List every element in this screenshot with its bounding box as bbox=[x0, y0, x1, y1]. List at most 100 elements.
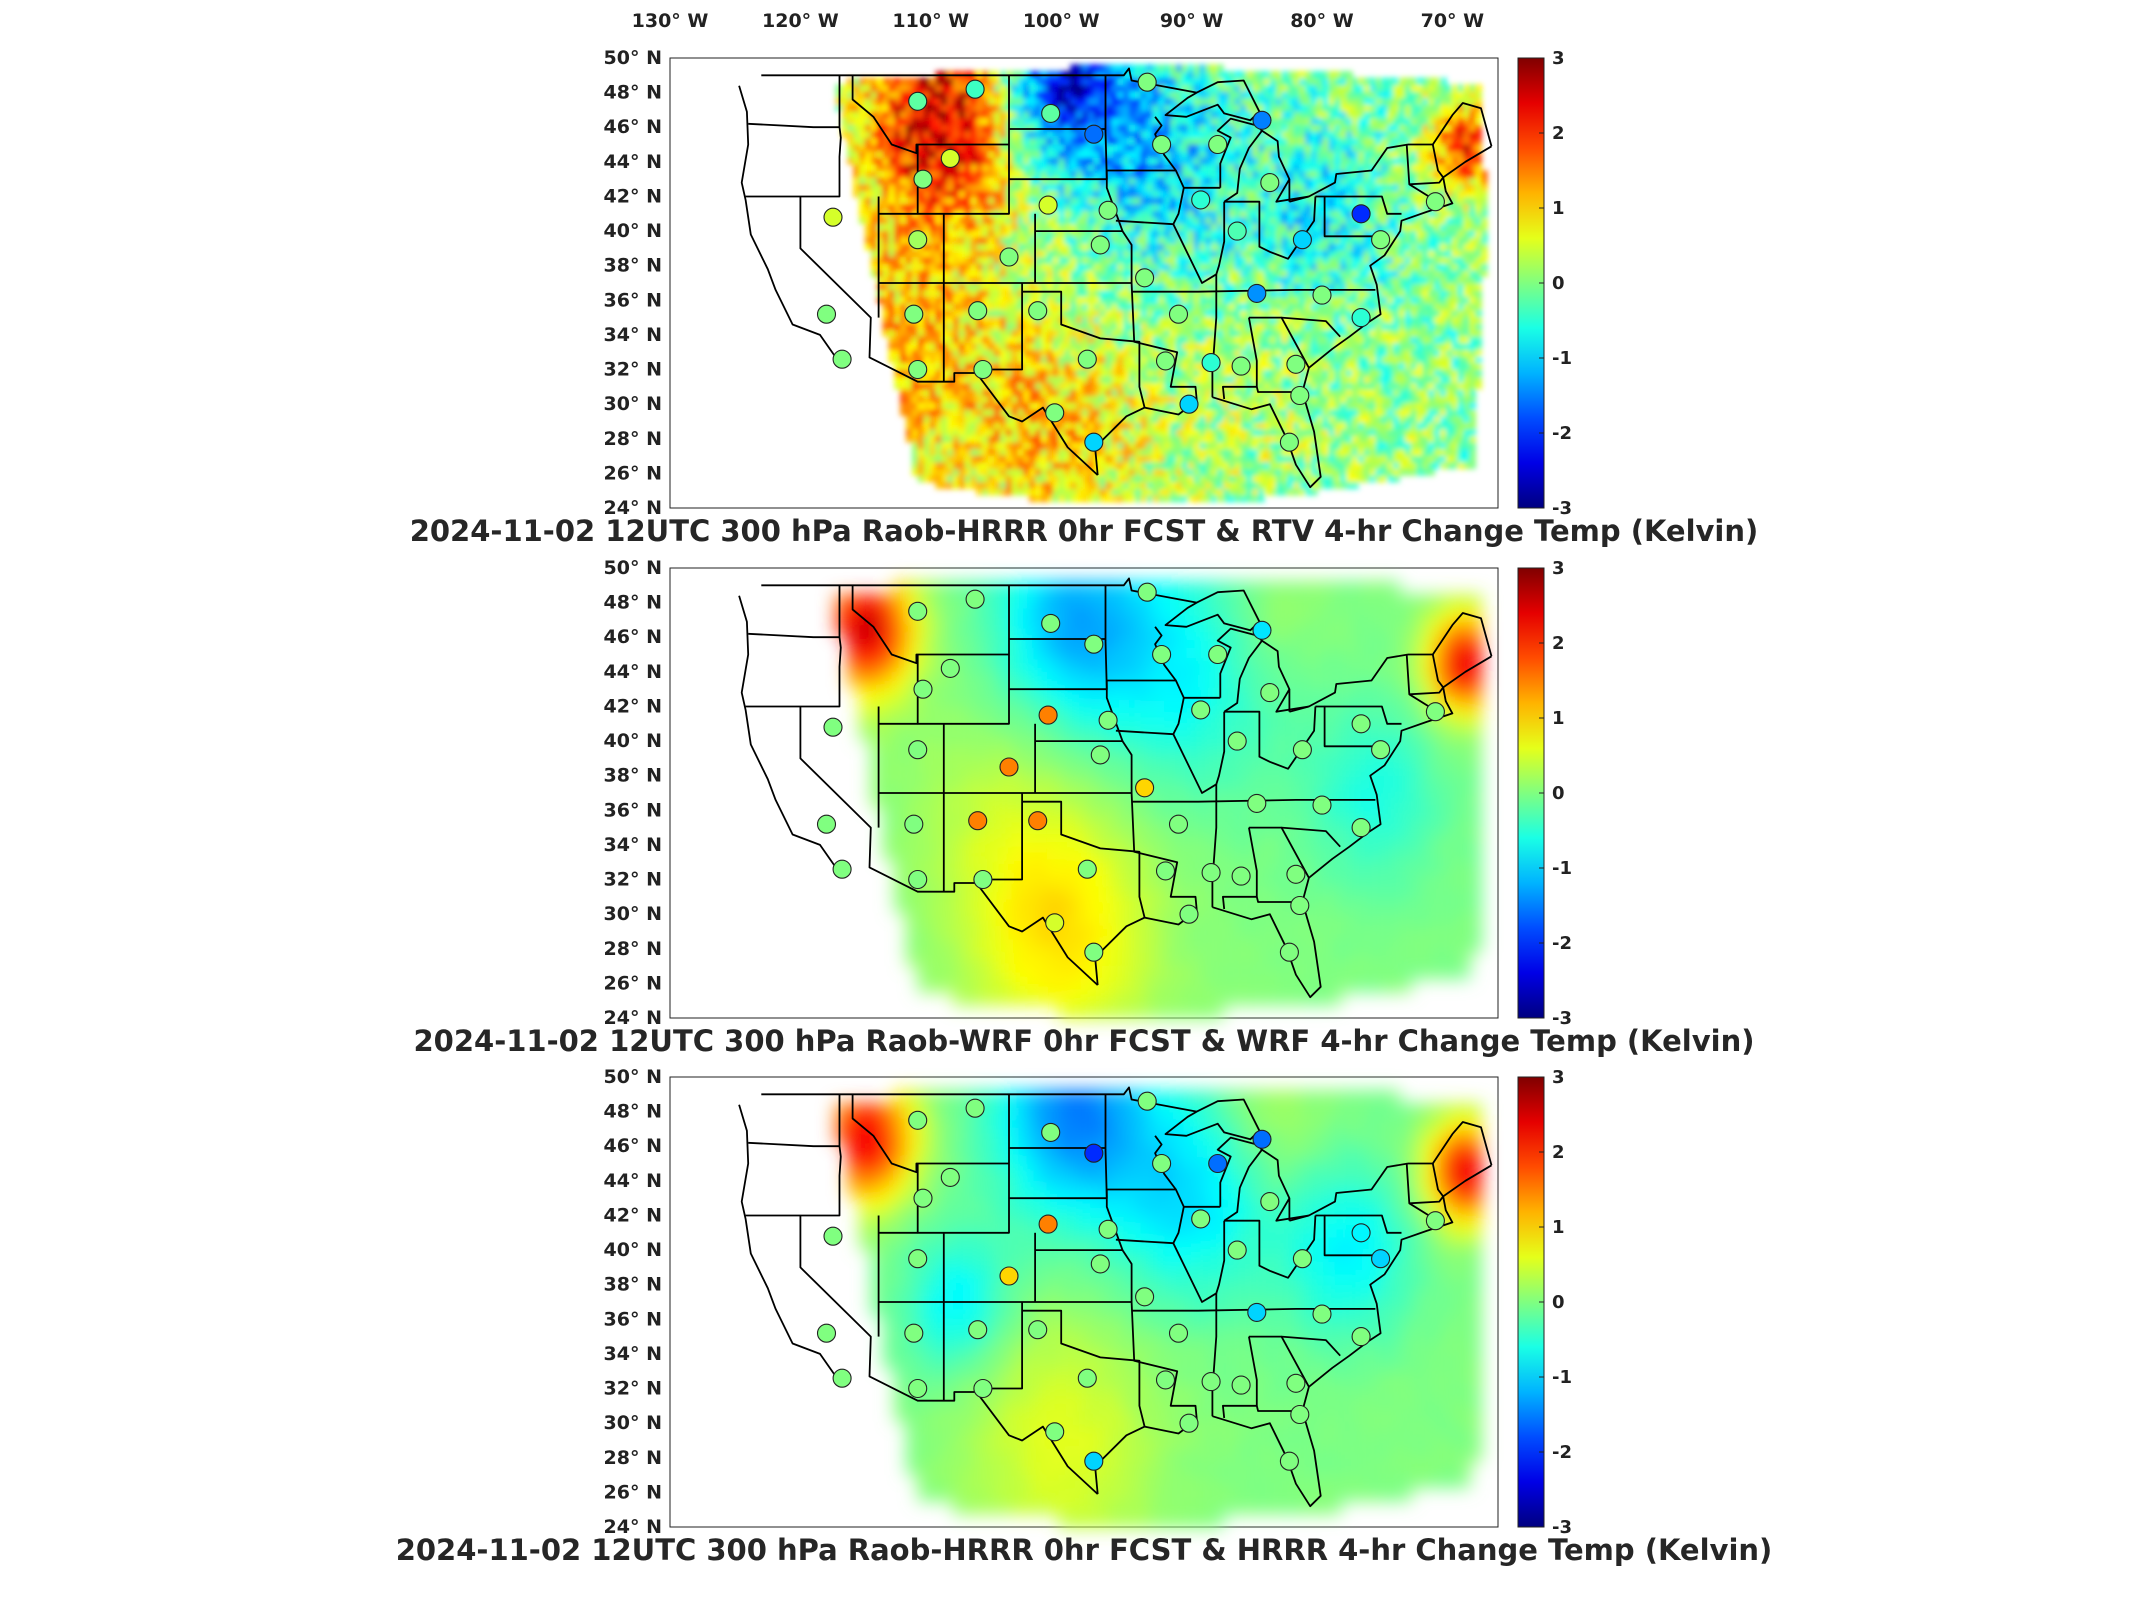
field-cell bbox=[1217, 316, 1224, 324]
field-cell bbox=[953, 402, 960, 410]
field-cell bbox=[1076, 143, 1083, 152]
field-cell bbox=[947, 143, 954, 152]
field-cell bbox=[1181, 421, 1189, 430]
field-cell bbox=[1305, 342, 1312, 350]
field-cell bbox=[1070, 282, 1077, 291]
field-cell bbox=[1316, 302, 1324, 311]
field-cell bbox=[982, 289, 989, 297]
field-cell bbox=[906, 230, 913, 238]
field-cell bbox=[1170, 117, 1177, 125]
field-cell bbox=[1205, 223, 1212, 231]
field-cell bbox=[1199, 455, 1207, 463]
field-cell bbox=[1181, 190, 1189, 198]
field-cell bbox=[923, 276, 931, 284]
field-cell bbox=[1187, 64, 1195, 72]
field-cell bbox=[988, 282, 995, 291]
field-cell bbox=[1322, 243, 1330, 251]
field-cell bbox=[1111, 474, 1119, 483]
field-cell bbox=[1117, 349, 1124, 357]
field-cell bbox=[911, 117, 919, 125]
field-cell bbox=[1170, 137, 1177, 145]
field-cell bbox=[941, 124, 948, 132]
field-cell bbox=[864, 170, 872, 178]
field-cell bbox=[1258, 143, 1265, 152]
field-cell bbox=[1275, 329, 1283, 337]
field-cell bbox=[1146, 455, 1154, 463]
field-cell bbox=[958, 362, 966, 370]
temperature-field bbox=[835, 64, 1488, 503]
field-cell bbox=[1158, 455, 1165, 463]
field-cell bbox=[1205, 130, 1212, 138]
field-cell bbox=[1316, 388, 1324, 397]
field-cell bbox=[870, 117, 878, 125]
field-cell bbox=[1258, 329, 1265, 337]
field-cell bbox=[1070, 256, 1077, 264]
field-cell bbox=[994, 455, 1001, 463]
field-cell bbox=[917, 322, 925, 330]
field-cell bbox=[1205, 342, 1212, 350]
field-cell bbox=[1222, 124, 1230, 132]
field-cell bbox=[1164, 64, 1171, 72]
field-cell bbox=[988, 77, 995, 86]
field-cell bbox=[1035, 382, 1042, 390]
field-cell bbox=[964, 177, 972, 185]
field-cell bbox=[1252, 157, 1259, 165]
field-cell bbox=[1123, 329, 1130, 337]
field-cell bbox=[941, 183, 948, 191]
field-cell bbox=[1281, 369, 1289, 377]
field-cell bbox=[1011, 322, 1019, 330]
field-cell bbox=[1170, 395, 1177, 403]
field-cell bbox=[1217, 97, 1224, 105]
field-cell bbox=[1035, 249, 1042, 258]
field-cell bbox=[1222, 448, 1230, 456]
field-cell bbox=[1093, 77, 1101, 86]
field-cell bbox=[1240, 488, 1248, 496]
field-cell bbox=[1082, 302, 1089, 311]
field-cell bbox=[1123, 203, 1130, 211]
field-cell bbox=[1222, 276, 1230, 284]
field-cell bbox=[1299, 349, 1306, 357]
field-cell bbox=[1305, 190, 1312, 198]
field-cell bbox=[882, 77, 890, 86]
field-cell bbox=[1199, 342, 1207, 350]
field-cell bbox=[1199, 243, 1207, 251]
field-cell bbox=[1305, 421, 1312, 430]
field-cell bbox=[1240, 243, 1248, 251]
field-cell bbox=[1064, 316, 1072, 324]
field-cell bbox=[1240, 349, 1248, 357]
field-cell bbox=[917, 382, 925, 390]
field-cell bbox=[1234, 296, 1242, 304]
field-cell bbox=[1193, 474, 1201, 483]
field-cell bbox=[1175, 428, 1183, 436]
field-cell bbox=[1170, 329, 1177, 337]
field-cell bbox=[1058, 143, 1066, 152]
field-cell bbox=[1322, 269, 1330, 278]
field-cell bbox=[1164, 97, 1171, 105]
field-cell bbox=[1134, 309, 1142, 317]
field-cell bbox=[1287, 296, 1295, 304]
field-cell bbox=[1222, 349, 1230, 357]
field-cell bbox=[999, 276, 1007, 284]
field-cell bbox=[1310, 177, 1318, 185]
field-cell bbox=[1170, 388, 1177, 397]
field-cell bbox=[929, 157, 937, 165]
field-cell bbox=[1123, 448, 1130, 456]
field-cell bbox=[1170, 461, 1177, 470]
field-cell bbox=[1199, 441, 1207, 450]
field-cell bbox=[1316, 276, 1324, 284]
field-cell bbox=[988, 428, 995, 436]
field-cell bbox=[900, 282, 907, 291]
field-cell bbox=[941, 203, 948, 211]
field-cell bbox=[1316, 316, 1324, 324]
field-cell bbox=[1152, 289, 1160, 297]
field-cell bbox=[958, 124, 966, 132]
field-cell bbox=[1117, 402, 1124, 410]
field-cell bbox=[1217, 190, 1224, 198]
field-cell bbox=[1328, 461, 1336, 470]
field-cell bbox=[1123, 455, 1130, 463]
field-cell bbox=[1023, 230, 1031, 238]
field-cell bbox=[1322, 276, 1330, 284]
field-cell bbox=[1252, 329, 1259, 337]
field-cell bbox=[1011, 269, 1019, 278]
field-cell bbox=[1093, 362, 1101, 370]
